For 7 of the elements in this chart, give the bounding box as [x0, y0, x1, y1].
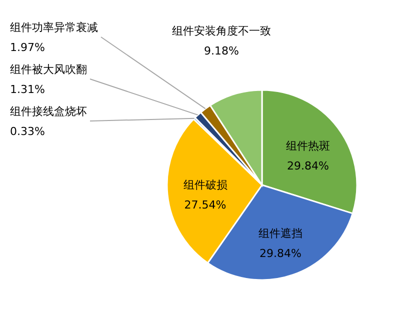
label: 组件安装角度不一致 9.18%	[172, 24, 271, 58]
label: 组件被大风吹翻 1.31%	[10, 63, 87, 96]
label: 组件热斑 29.84%	[286, 139, 330, 172]
label: 组件破损 27.54%	[183, 178, 228, 212]
label: 组件功率异常衰减 1.97%	[10, 21, 98, 54]
label: 组件遮挡 29.84%	[258, 226, 302, 260]
label: 组件接线盒烧坏 0.33%	[10, 105, 87, 138]
